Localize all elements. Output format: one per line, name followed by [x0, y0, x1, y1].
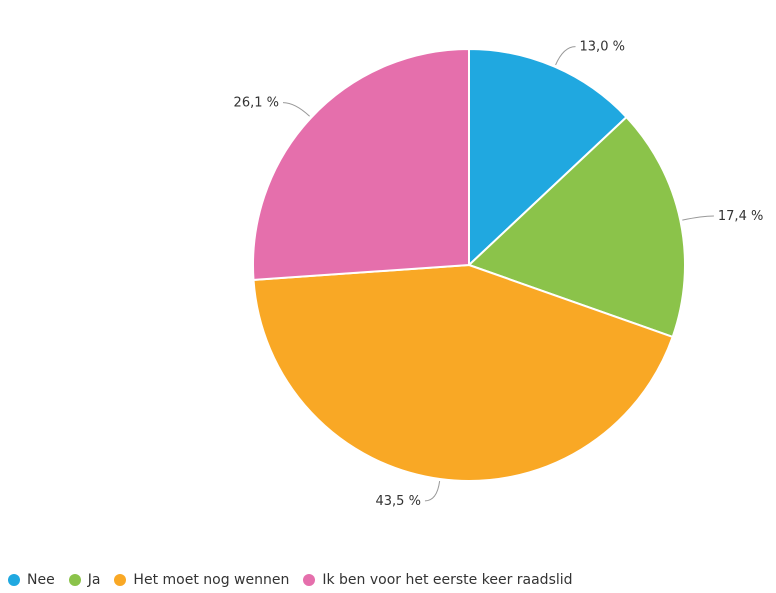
legend-marker-icon: [8, 574, 20, 586]
slice-labels: 13,0 % 17,4 % 43,5 % 26,1 %: [234, 40, 764, 509]
legend-label: Nee: [27, 572, 55, 588]
pie-slice-3[interactable]: [252, 264, 674, 482]
label-leaders: [282, 46, 714, 502]
pie-slice-4[interactable]: [252, 48, 470, 281]
legend-marker-icon: [68, 574, 81, 586]
legend-label: Ja: [87, 572, 101, 588]
slice-label-4: 26,1 %: [234, 96, 279, 111]
legend-item-1[interactable]: Nee: [8, 572, 55, 588]
pie-slices: [252, 48, 686, 482]
leader-line-3: [424, 480, 441, 502]
legend-marker-icon: [114, 574, 127, 586]
leader-line-4: [282, 102, 310, 117]
legend-label: Het moet nog wennen: [133, 572, 290, 588]
slice-label-3: 43,5 %: [376, 494, 421, 509]
leader-line-1: [555, 46, 576, 66]
legend-item-2[interactable]: Ja: [68, 572, 101, 588]
leader-line-2: [682, 215, 714, 221]
pie-slice-1[interactable]: [468, 48, 628, 266]
legend-marker-icon: [303, 574, 316, 586]
legend-item-4[interactable]: Ik ben voor het eerste keer raadslid: [303, 572, 573, 588]
slice-label-1: 13,0 %: [580, 40, 625, 55]
legend-label: Ik ben voor het eerste keer raadslid: [322, 572, 573, 588]
legend-item-3[interactable]: Het moet nog wennen: [114, 572, 289, 588]
pie-chart: 13,0 % 17,4 % 43,5 % 26,1 %: [234, 40, 764, 509]
pie-slice-2[interactable]: [468, 116, 686, 338]
legend: Nee Ja Het moet nog wennen Ik ben voor het …: [8, 572, 587, 588]
slice-label-2: 17,4 %: [718, 209, 763, 224]
